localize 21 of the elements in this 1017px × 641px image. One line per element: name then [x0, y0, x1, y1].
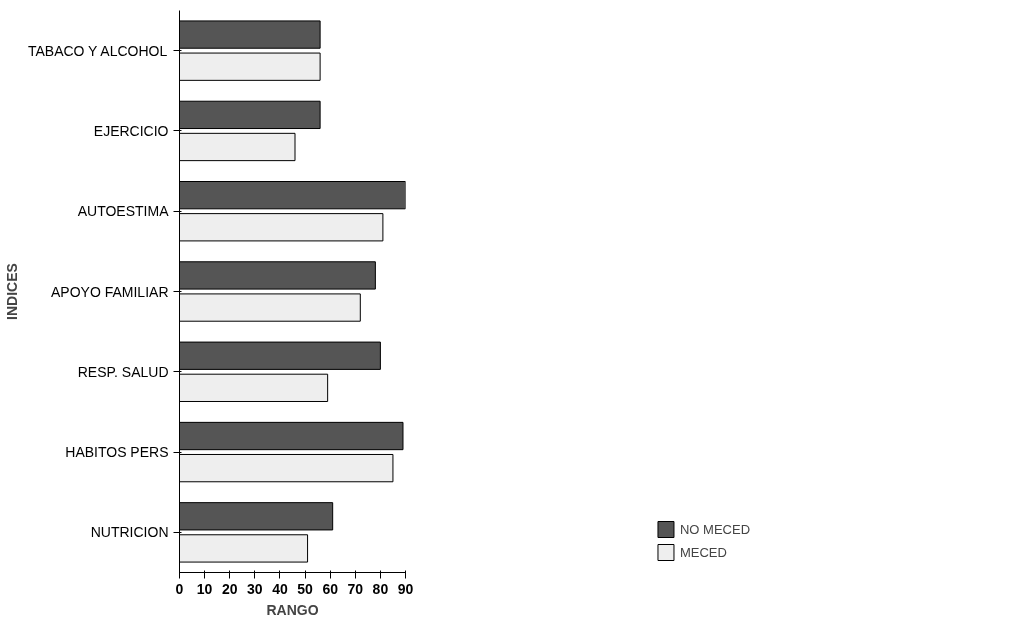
x-tick-label: 90 [397, 580, 414, 597]
legend-label: MECED [679, 544, 727, 560]
x-tick-label: 0 [175, 580, 184, 597]
y-tick-label: HABITOS PERS [65, 444, 169, 461]
x-tick-label: 80 [372, 580, 389, 597]
legend-label: NO MECED [679, 521, 751, 537]
y-tick-label: APOYO FAMILIAR [51, 283, 169, 300]
x-tick-label: 40 [272, 580, 288, 597]
x-tick-label: 20 [221, 580, 238, 597]
x-tick-label: 60 [322, 580, 339, 597]
x-tick-label: 10 [196, 580, 213, 597]
x-tick-label: 30 [247, 580, 263, 597]
y-tick-label: AUTOESTIMA [77, 203, 170, 220]
y-axis-title: INDICES [3, 263, 20, 320]
x-tick-label: 70 [347, 580, 364, 597]
y-tick-label: RESP. SALUD [77, 363, 169, 380]
y-tick-label: NUTRICION [90, 524, 169, 541]
y-tick-label: TABACO Y ALCOHOL [27, 42, 168, 59]
x-tick-label: 50 [297, 580, 314, 597]
y-tick-label: EJERCICIO [93, 122, 169, 139]
x-axis-title: RANGO [266, 601, 319, 618]
